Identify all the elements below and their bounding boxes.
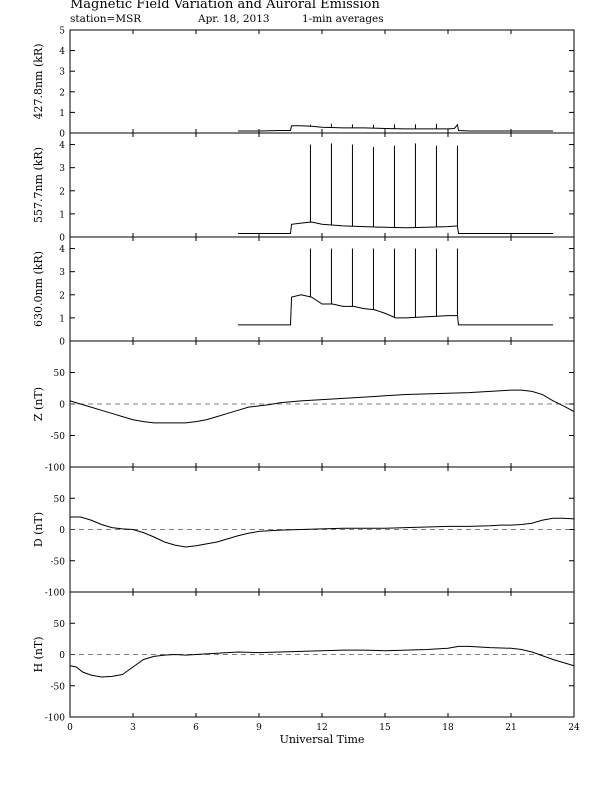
panel-frame-557 bbox=[69, 132, 575, 238]
y-tick-label: 2 bbox=[59, 88, 65, 98]
x-tick-label: 0 bbox=[67, 723, 73, 733]
y-tick-label: 2 bbox=[59, 291, 65, 301]
y-tick-label: 50 bbox=[54, 369, 66, 379]
y-tick-label: 0 bbox=[59, 338, 65, 348]
y-tick-label: 0 bbox=[59, 401, 65, 411]
x-tick-label: 3 bbox=[130, 723, 136, 733]
y-tick-label: 5 bbox=[59, 27, 65, 37]
date-label: Apr. 18, 2013 bbox=[198, 13, 270, 25]
y-tick-label: -50 bbox=[51, 432, 66, 442]
series-line-630 bbox=[238, 294, 553, 326]
y-axis-label-630: 630.0nm (kR) bbox=[32, 251, 45, 327]
x-tick-label: 21 bbox=[505, 723, 516, 733]
averaging-label: 1-min averages bbox=[302, 13, 384, 25]
y-tick-label: 0 bbox=[59, 130, 65, 140]
y-tick-label: 0 bbox=[59, 526, 65, 536]
y-tick-label: 4 bbox=[59, 141, 65, 151]
y-axis-label-D: D (nT) bbox=[32, 512, 45, 547]
chart-title: Magnetic Field Variation and Auroral Emi… bbox=[70, 0, 380, 12]
y-axis-label-Z: Z (nT) bbox=[32, 387, 45, 421]
x-tick-label: 24 bbox=[568, 723, 580, 733]
y-tick-label: 3 bbox=[59, 164, 65, 174]
y-tick-label: 50 bbox=[54, 495, 66, 505]
series-line-D bbox=[70, 516, 575, 548]
x-tick-label: 6 bbox=[193, 723, 199, 733]
y-tick-label: 3 bbox=[59, 268, 65, 278]
x-tick-label: 15 bbox=[379, 723, 391, 733]
y-tick-label: 50 bbox=[54, 620, 66, 630]
series-line-427 bbox=[238, 123, 553, 132]
y-tick-label: 1 bbox=[59, 210, 65, 220]
x-axis-label: Universal Time bbox=[280, 733, 365, 746]
y-tick-label: -100 bbox=[45, 714, 65, 724]
y-tick-label: 0 bbox=[59, 651, 65, 661]
y-tick-label: 4 bbox=[59, 47, 65, 57]
station-label: station=MSR bbox=[70, 13, 142, 25]
y-tick-label: -50 bbox=[51, 557, 66, 567]
y-tick-label: 1 bbox=[59, 314, 65, 324]
y-tick-label: -50 bbox=[51, 682, 66, 692]
y-tick-label: 3 bbox=[59, 68, 65, 78]
y-tick-label: 1 bbox=[59, 109, 65, 119]
panel-frame-427 bbox=[69, 29, 575, 134]
x-tick-label: 18 bbox=[442, 723, 454, 733]
y-tick-label: 2 bbox=[59, 187, 65, 197]
panel-frame-630 bbox=[69, 236, 575, 342]
y-tick-label: 0 bbox=[59, 234, 65, 244]
x-tick-label: 12 bbox=[316, 723, 327, 733]
series-line-Z bbox=[69, 389, 575, 424]
y-axis-label-427: 427.8nm (kR) bbox=[32, 43, 45, 119]
y-tick-label: -100 bbox=[45, 464, 65, 474]
y-axis-label-557: 557.7nm (kR) bbox=[32, 147, 45, 223]
y-tick-label: 4 bbox=[59, 245, 65, 255]
y-axis-label-H: H (nT) bbox=[32, 636, 45, 672]
series-line-557 bbox=[238, 221, 553, 235]
y-tick-label: -100 bbox=[45, 589, 65, 599]
x-tick-label: 9 bbox=[256, 723, 262, 733]
series-line-H bbox=[69, 645, 575, 678]
